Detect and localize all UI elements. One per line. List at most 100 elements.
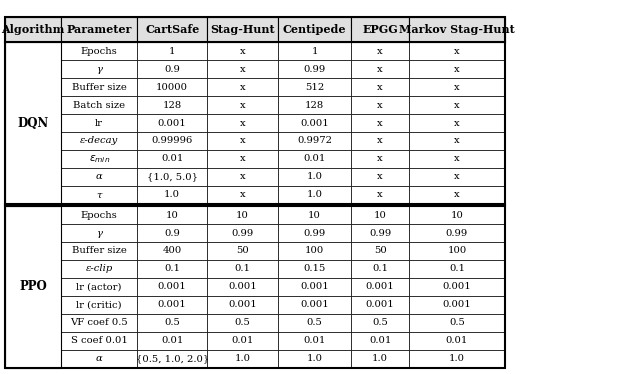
Text: 10: 10: [166, 211, 179, 220]
Bar: [409, 332, 505, 350]
Text: x: x: [240, 137, 245, 145]
Text: 0.5: 0.5: [449, 318, 465, 327]
Bar: [278, 296, 351, 314]
Bar: [409, 314, 505, 332]
Bar: [351, 242, 409, 260]
Bar: [137, 150, 207, 168]
Text: x: x: [378, 137, 383, 145]
Bar: [409, 260, 505, 278]
Bar: [137, 60, 207, 78]
Text: S coef 0.01: S coef 0.01: [71, 336, 127, 345]
Bar: [278, 350, 351, 368]
Text: 10: 10: [374, 211, 387, 220]
Text: VF coef 0.5: VF coef 0.5: [70, 318, 128, 327]
Text: x: x: [378, 154, 383, 163]
Bar: [278, 78, 351, 96]
Text: Buffer size: Buffer size: [72, 246, 127, 255]
Text: 128: 128: [163, 101, 182, 110]
Bar: [409, 242, 505, 260]
Text: 1.0: 1.0: [307, 190, 323, 199]
Text: 0.9: 0.9: [164, 65, 180, 74]
Text: Epochs: Epochs: [81, 47, 118, 56]
Bar: [409, 17, 505, 42]
Text: EPGG: EPGG: [362, 24, 398, 35]
Bar: [5, 17, 505, 368]
Bar: [5, 204, 505, 206]
Text: γ: γ: [96, 65, 102, 74]
Bar: [137, 206, 207, 224]
Bar: [409, 60, 505, 78]
Text: 0.01: 0.01: [161, 154, 183, 163]
Bar: [61, 114, 137, 132]
Bar: [351, 186, 409, 204]
Text: $\epsilon_{min}$: $\epsilon_{min}$: [88, 153, 110, 165]
Bar: [351, 260, 409, 278]
Text: ε-decay: ε-decay: [80, 137, 118, 145]
Text: 50: 50: [236, 246, 249, 255]
Text: 0.001: 0.001: [228, 300, 257, 309]
Text: 10: 10: [236, 211, 249, 220]
Bar: [61, 17, 137, 42]
Text: 1.0: 1.0: [449, 354, 465, 363]
Text: x: x: [240, 190, 245, 199]
Bar: [137, 42, 207, 60]
Bar: [278, 186, 351, 204]
Bar: [409, 114, 505, 132]
Bar: [207, 132, 278, 150]
Bar: [351, 42, 409, 60]
Text: 10000: 10000: [156, 83, 188, 92]
Text: x: x: [240, 172, 245, 181]
Bar: [137, 350, 207, 368]
Bar: [409, 206, 505, 224]
Text: 128: 128: [305, 101, 324, 110]
Bar: [351, 150, 409, 168]
Text: x: x: [454, 137, 460, 145]
Bar: [278, 260, 351, 278]
Bar: [137, 242, 207, 260]
Bar: [137, 132, 207, 150]
Text: x: x: [454, 83, 460, 92]
Bar: [278, 224, 351, 242]
Bar: [207, 278, 278, 296]
Bar: [207, 260, 278, 278]
Bar: [351, 114, 409, 132]
Bar: [137, 168, 207, 186]
Bar: [278, 60, 351, 78]
Bar: [207, 296, 278, 314]
Bar: [137, 332, 207, 350]
Text: 0.001: 0.001: [300, 300, 329, 309]
Text: 512: 512: [305, 83, 324, 92]
Text: Markov Stag-Hunt: Markov Stag-Hunt: [399, 24, 515, 35]
Text: x: x: [378, 190, 383, 199]
Text: 1.0: 1.0: [307, 172, 323, 181]
Bar: [278, 314, 351, 332]
Bar: [207, 78, 278, 96]
Text: Buffer size: Buffer size: [72, 83, 127, 92]
Bar: [137, 96, 207, 114]
Text: 0.01: 0.01: [303, 336, 326, 345]
Bar: [409, 42, 505, 60]
Text: x: x: [378, 101, 383, 110]
Bar: [5, 42, 61, 204]
Text: 0.5: 0.5: [307, 318, 323, 327]
Bar: [137, 278, 207, 296]
Text: x: x: [454, 154, 460, 163]
Text: 0.99: 0.99: [303, 229, 326, 237]
Bar: [137, 78, 207, 96]
Text: 0.5: 0.5: [372, 318, 388, 327]
Text: x: x: [378, 47, 383, 56]
Bar: [278, 278, 351, 296]
Bar: [207, 242, 278, 260]
Text: Stag-Hunt: Stag-Hunt: [211, 24, 275, 35]
Bar: [207, 314, 278, 332]
Bar: [61, 132, 137, 150]
Text: 0.99: 0.99: [303, 65, 326, 74]
Text: 0.01: 0.01: [303, 154, 326, 163]
Bar: [409, 224, 505, 242]
Text: 0.15: 0.15: [303, 264, 326, 273]
Text: 0.1: 0.1: [372, 264, 388, 273]
Bar: [207, 42, 278, 60]
Text: 0.001: 0.001: [300, 119, 329, 128]
Text: 10: 10: [451, 211, 463, 220]
Text: x: x: [378, 119, 383, 128]
